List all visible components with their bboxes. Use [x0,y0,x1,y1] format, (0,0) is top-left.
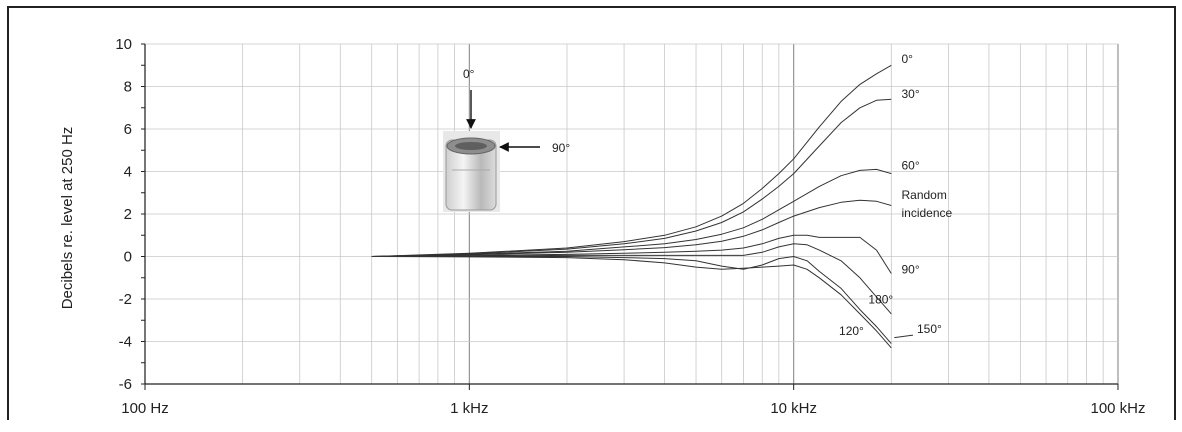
y-tick-label: -4 [119,334,132,351]
y-tick-label: 2 [124,206,132,223]
x-tick-label: 100 Hz [121,400,169,417]
series-lines [371,64,892,349]
x-tick-label: 1 kHz [450,400,488,417]
curve-label: 30° [901,87,919,101]
y-tick-label: 0 [124,249,132,266]
curve-label: 180° [868,292,893,306]
frame-border [7,6,1176,420]
series-line [371,234,892,274]
axes: 10 8 6 4 2 0 -2 -4 -6 100 Hz 1 kHz 10 kHz 100 kHz [115,36,1145,417]
series-line [371,98,892,257]
series-line [371,168,892,257]
y-tick-label: 4 [124,164,132,181]
arrow-90-label: 90° [552,141,570,155]
y-tick-label: 8 [124,79,132,96]
microphone-illustration [443,131,500,212]
series-line [371,256,892,349]
incidence-arrows: 0° 90° [463,67,570,155]
series-line [371,64,892,257]
x-tick-label: 100 kHz [1090,400,1145,417]
grid [144,43,1119,385]
curve-label: 0° [901,52,913,66]
curve-label: 120° [839,324,864,338]
series-line [371,199,892,257]
y-tick-label: 10 [115,36,132,53]
y-tick-label: -6 [119,376,132,393]
curve-label: Random [901,188,946,202]
curve-label: 150° [917,322,942,336]
curve-label: incidence [901,206,952,220]
series-line [371,256,892,344]
curve-label: 60° [901,158,919,172]
y-axis-label: Decibels re. level at 250 Hz [59,127,76,310]
curve-labels: 0° 30° 60° Random incidence 90° 180° 150° 120° [839,52,952,338]
series-line [371,243,892,315]
curve-label: 90° [901,263,919,277]
y-tick-label: 6 [124,121,132,138]
y-tick-label: -2 [119,291,132,308]
arrow-0-label: 0° [463,67,475,81]
x-tick-label: 10 kHz [770,400,817,417]
label-leader-line [894,334,914,339]
